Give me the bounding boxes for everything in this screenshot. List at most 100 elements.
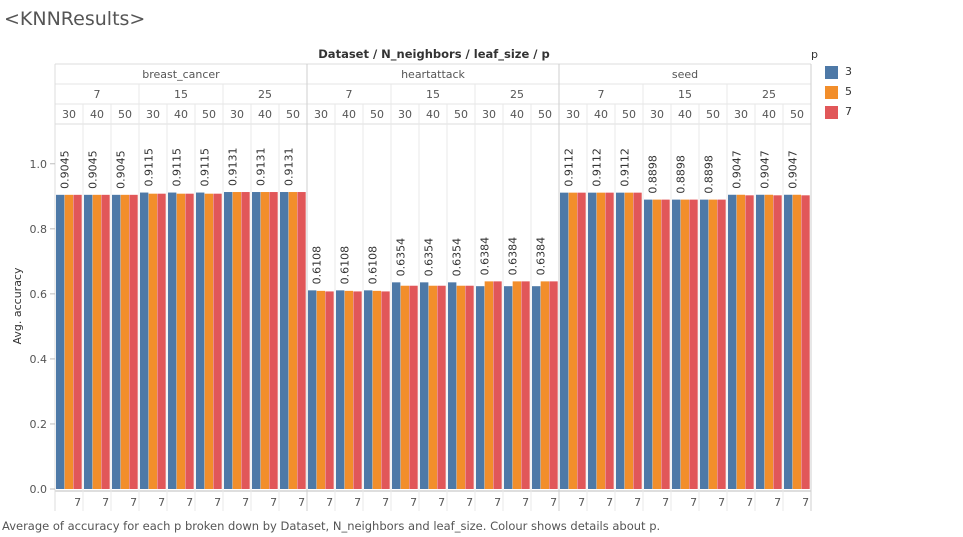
legend-label: 7	[845, 105, 852, 118]
bar-p-5	[372, 290, 382, 489]
x-tick-label: 7	[718, 496, 725, 509]
bar-p-7	[577, 192, 586, 490]
x-tick-label: 7	[466, 496, 473, 509]
x-tick-label: 7	[130, 496, 137, 509]
bar-p-7	[689, 199, 698, 489]
bar-p-7	[773, 195, 782, 489]
bar-p-3	[532, 286, 541, 489]
leaf-size-header: 30	[566, 108, 580, 121]
leaf-size-header: 50	[370, 108, 384, 121]
n-neighbors-header: 7	[94, 88, 101, 101]
leaf-size-header: 50	[118, 108, 132, 121]
bar-value-label: 0.8898	[675, 155, 688, 194]
bar-value-label: 0.9045	[115, 150, 128, 189]
x-tick-label: 7	[550, 496, 557, 509]
bar-p-7	[241, 192, 250, 489]
bar-p-7	[325, 291, 334, 489]
x-tick-label: 7	[578, 496, 585, 509]
bar-p-7	[157, 193, 166, 489]
bar-p-7	[353, 291, 362, 489]
x-tick-label: 7	[606, 496, 613, 509]
dataset-header: breast_cancer	[142, 68, 220, 81]
bar-p-7	[493, 281, 502, 489]
bar-p-3	[168, 192, 177, 489]
bar-value-label: 0.9115	[199, 148, 212, 187]
bar-p-5	[568, 192, 578, 490]
bar-p-7	[661, 199, 670, 489]
x-tick-label: 7	[746, 496, 753, 509]
bar-p-7	[605, 192, 614, 490]
bar-p-7	[801, 195, 810, 489]
bar-p-5	[92, 194, 102, 489]
x-tick-label: 7	[242, 496, 249, 509]
leaf-size-header: 50	[706, 108, 720, 121]
n-neighbors-header: 7	[346, 88, 353, 101]
x-tick-label: 7	[410, 496, 417, 509]
bar-value-label: 0.9047	[731, 150, 744, 189]
y-axis: 0.0 0.2 0.4 0.6 0.8 1.0	[30, 158, 55, 496]
bar-p-3	[196, 192, 205, 489]
bar-p-5	[148, 193, 158, 489]
x-tick-label: 7	[102, 496, 109, 509]
bar-p-7	[521, 281, 530, 489]
y-tick-label: 0.8	[30, 223, 48, 236]
bar-p-5	[316, 290, 326, 489]
x-tick-label: 7	[662, 496, 669, 509]
n-neighbors-header: 15	[426, 88, 440, 101]
bar-p-3	[700, 199, 709, 489]
page-title: <KNNResults>	[4, 8, 146, 30]
leaf-size-header: 30	[482, 108, 496, 121]
x-tick-label: 7	[802, 496, 809, 509]
bar-p-5	[456, 285, 466, 489]
bar-p-5	[428, 285, 438, 489]
leaf-size-header: 30	[230, 108, 244, 121]
bar-p-3	[112, 194, 121, 489]
x-tick-label: 7	[634, 496, 641, 509]
y-axis-label: Avg. accuracy	[11, 267, 24, 344]
bar-p-5	[596, 192, 606, 490]
bar-p-7	[129, 194, 138, 489]
bar-p-3	[392, 282, 401, 489]
bar-p-3	[448, 282, 457, 489]
bar-value-label: 0.6354	[451, 238, 464, 277]
bar-p-3	[672, 199, 681, 489]
n-neighbors-header: 7	[598, 88, 605, 101]
bar-p-5	[708, 199, 718, 489]
bars	[56, 192, 810, 490]
bar-p-5	[260, 192, 270, 489]
leaf-size-header: 50	[790, 108, 804, 121]
bar-value-label: 0.9115	[143, 148, 156, 187]
bar-p-5	[680, 199, 690, 489]
dataset-header: seed	[672, 68, 698, 81]
leaf-size-header: 30	[146, 108, 160, 121]
n-neighbors-header: 25	[258, 88, 272, 101]
column-headers: breast_cancer 7 30 40 50 15 30 40 50 25 30 40 50 hear…	[62, 68, 804, 121]
leaf-size-header: 40	[342, 108, 356, 121]
bar-p-3	[784, 194, 793, 490]
bar-value-label: 0.9115	[171, 148, 184, 187]
bar-value-label: 0.9047	[787, 150, 800, 189]
leaf-size-header: 40	[90, 108, 104, 121]
bar-value-label: 0.8898	[703, 155, 716, 194]
bar-p-7	[269, 192, 278, 489]
bar-p-3	[308, 290, 317, 489]
legend-title: p	[811, 48, 818, 61]
y-tick-label: 1.0	[30, 158, 48, 171]
leaf-size-header: 50	[622, 108, 636, 121]
bar-value-label: 0.9112	[619, 148, 632, 187]
bar-p-7	[465, 285, 474, 489]
legend-swatch	[825, 106, 838, 119]
bar-p-3	[280, 192, 289, 489]
x-axis: 7 7 7 7 7 7 7 7 7 7 7 7 7 7 7 7 7 7 7 7 7 7 7 7 7 7 7	[74, 496, 809, 509]
bar-value-label: 0.6108	[311, 246, 324, 285]
bar-value-label: 0.6384	[535, 237, 548, 276]
bar-p-7	[73, 194, 82, 489]
bar-value-label: 0.9131	[255, 148, 268, 187]
x-tick-label: 7	[438, 496, 445, 509]
bar-value-label: 0.8898	[647, 155, 660, 194]
leaf-size-header: 40	[678, 108, 692, 121]
bar-p-7	[437, 285, 446, 489]
legend-label: 5	[845, 85, 852, 98]
leaf-size-header: 50	[202, 108, 216, 121]
